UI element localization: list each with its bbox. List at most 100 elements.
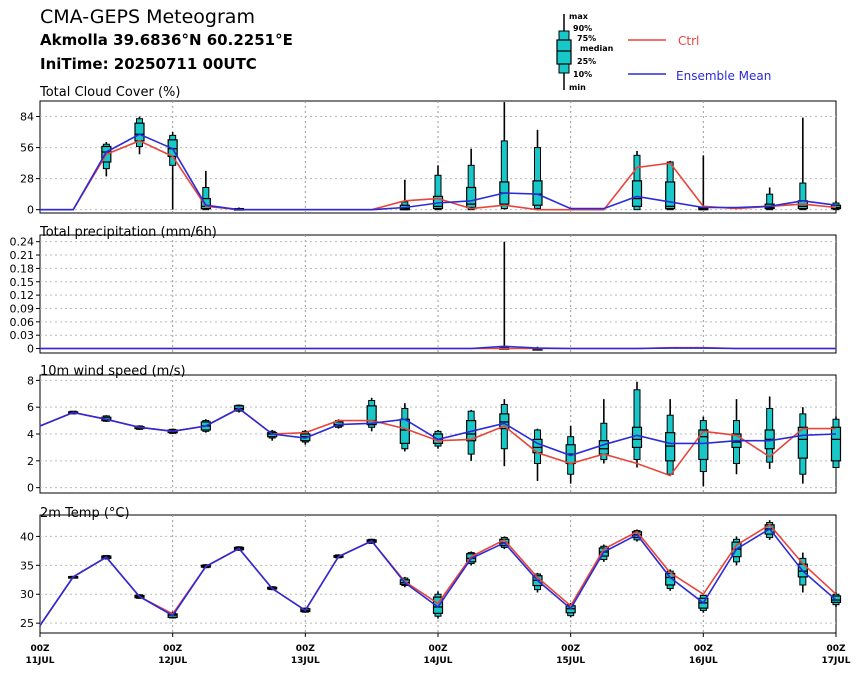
legend-box-inner	[556, 39, 572, 65]
box-120	[698, 155, 709, 211]
y-tick-label: 2	[27, 455, 34, 468]
init-time-label: IniTime: 20250711 00UTC	[40, 55, 257, 73]
x-tick-label-time: 00Z	[296, 644, 316, 654]
box-90	[532, 129, 543, 210]
x-tick-label-date: 15JUL	[556, 656, 585, 666]
x-tick-label-time: 00Z	[30, 644, 50, 654]
box-72	[432, 591, 444, 619]
x-tick-label-date: 12JUL	[158, 656, 187, 666]
ctrl-line	[40, 140, 837, 211]
box-138	[797, 117, 808, 211]
box-inner	[200, 197, 211, 210]
y-tick-label: 0	[27, 204, 34, 217]
box-outer	[434, 174, 442, 211]
box-18	[134, 116, 145, 155]
box-inner	[134, 122, 145, 142]
box-inner	[830, 426, 842, 462]
y-tick-label: 0	[27, 482, 34, 495]
panel-wind: 10m wind speed (m/s) 0 2 4 6 8	[27, 364, 842, 495]
y-tick-label: 0.21	[10, 249, 35, 262]
y-tick-label: 0	[27, 343, 34, 356]
box-inner	[665, 181, 676, 210]
x-tick-label-date: 13JUL	[291, 656, 320, 666]
x-tick-label-time: 00Z	[163, 644, 183, 654]
y-tick-label: 4	[27, 428, 34, 441]
y-tick-label: 56	[20, 142, 34, 155]
panel-title: Total precipitation (mm/6h)	[39, 225, 217, 240]
y-tick-label: 84	[20, 111, 34, 124]
panel-cloud: Total Cloud Cover (%) 0 28 56 84	[20, 85, 842, 217]
box-78	[466, 409, 477, 461]
ensemble-mean-line	[40, 133, 837, 211]
ensemble-mean-line	[39, 407, 837, 457]
legend-mean-label: Ensemble Mean	[676, 69, 771, 83]
ensemble-mean-line	[40, 345, 836, 350]
box-108	[631, 150, 643, 211]
legend-ctrl-label: Ctrl	[678, 34, 699, 48]
y-tick-label: 8	[27, 374, 34, 387]
box-inner	[532, 180, 543, 206]
y-tick-label: 0.09	[10, 302, 35, 315]
box-inner	[665, 432, 676, 462]
box-138	[797, 407, 808, 484]
box-inner	[399, 418, 410, 444]
box-inner	[698, 429, 709, 461]
y-tick-label: 28	[20, 173, 34, 186]
y-tick-label: 35	[20, 559, 34, 572]
x-tick-label-date: 17JUL	[822, 656, 851, 666]
legend-box-label: 75%	[577, 34, 596, 43]
x-tick-label-date: 11JUL	[26, 656, 55, 666]
x-tick-label-time: 00Z	[694, 644, 714, 654]
box-inner	[631, 426, 643, 449]
box-84	[499, 399, 510, 467]
legend-box-label: 10%	[573, 70, 592, 79]
y-tick-label: 30	[20, 588, 34, 601]
x-tick-label-date: 16JUL	[689, 656, 718, 666]
ctrl-line	[39, 523, 837, 626]
box-outer	[500, 140, 508, 210]
y-tick-label: 6	[27, 401, 34, 414]
legend-box-label: 25%	[577, 57, 596, 66]
y-tick-label: 40	[20, 530, 34, 543]
box-78	[466, 148, 477, 211]
x-tick-label-time: 00Z	[561, 644, 581, 654]
box-inner	[499, 413, 510, 430]
box-66	[399, 179, 410, 211]
panel-precip: Total precipitation (mm/6h) 00.030.060.09…	[10, 225, 837, 356]
box-138	[797, 552, 808, 593]
legend-box-label: min	[569, 83, 586, 92]
box-outer	[799, 182, 807, 211]
x-tick-label-time: 00Z	[428, 644, 448, 654]
panel-title: Total Cloud Cover (%)	[39, 85, 180, 100]
box-144	[830, 416, 842, 469]
y-tick-label: 0.24	[10, 236, 35, 249]
box-90	[532, 428, 543, 481]
x-tick-label-date: 14JUL	[424, 656, 453, 666]
page-title: CMA-GEPS Meteogram	[40, 6, 255, 28]
y-tick-label: 0.03	[10, 329, 35, 342]
y-tick-label: 25	[20, 617, 34, 630]
box-inner	[598, 440, 609, 455]
ensemble-mean-line	[39, 527, 837, 626]
box-outer	[766, 193, 774, 211]
box-120	[698, 416, 709, 487]
panel-temp: 2m Temp (°C) 25 30 35 40	[20, 506, 842, 634]
x-tick-label-time: 00Z	[826, 644, 846, 654]
box-inner	[432, 596, 444, 614]
location-label: Akmolla 39.6836°N 60.2251°E	[40, 31, 293, 49]
box-inner	[366, 405, 377, 426]
box-108	[631, 381, 643, 468]
panel-title: 10m wind speed (m/s)	[40, 364, 186, 379]
box-114	[665, 399, 676, 476]
panel-title: 2m Temp (°C)	[40, 506, 130, 521]
y-tick-label: 0.12	[10, 289, 35, 302]
box-inner	[631, 180, 643, 207]
box-outer	[534, 147, 541, 210]
box-inner	[797, 426, 808, 459]
legend: max 90%75%median 25% 10% min Ctrl Ensemble Mea…	[556, 12, 771, 92]
box-inner	[466, 186, 477, 209]
legend-box-label: max	[569, 12, 589, 21]
